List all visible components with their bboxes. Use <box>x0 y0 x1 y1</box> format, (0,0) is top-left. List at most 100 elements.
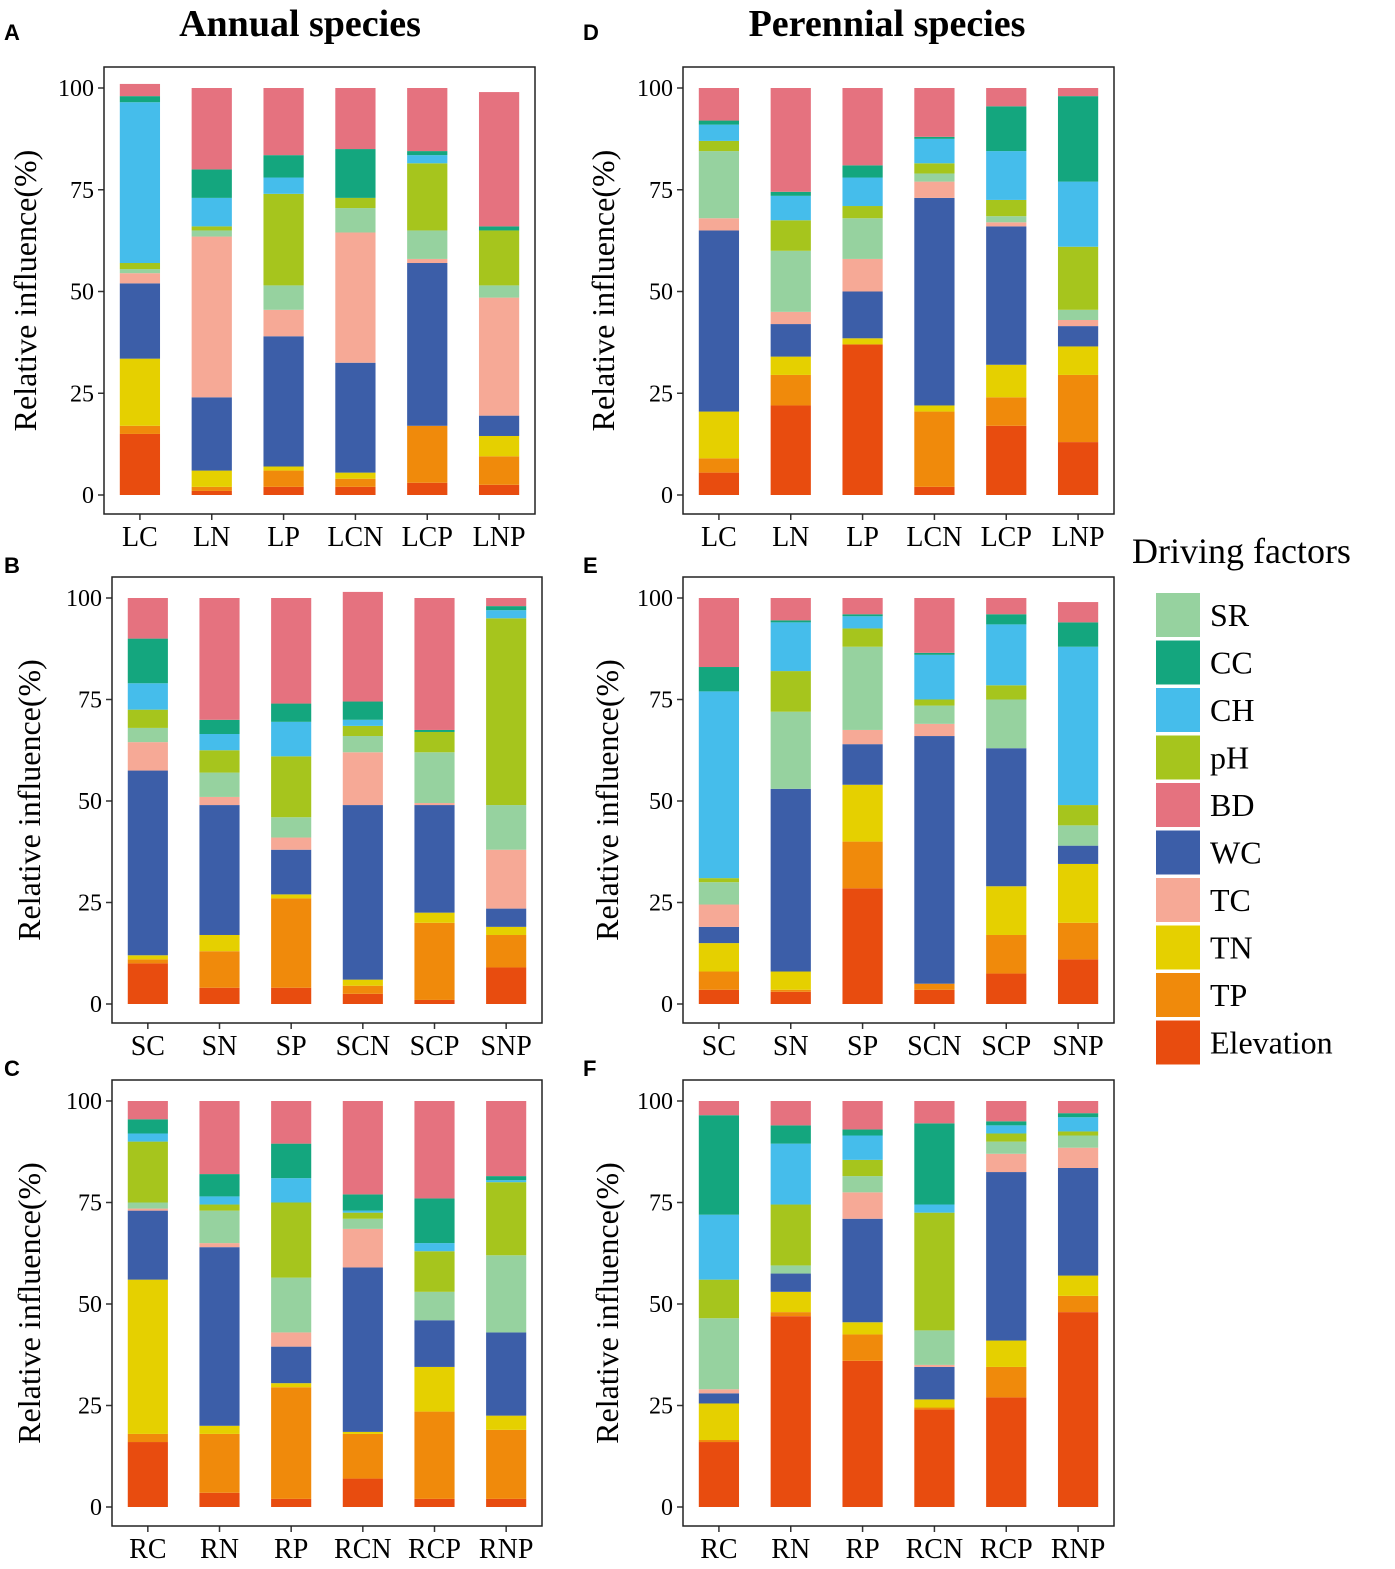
bar-segment-ph <box>1057 246 1099 310</box>
bar-segment-ph <box>191 226 232 231</box>
bar-rcp <box>986 1101 1027 1507</box>
bar-segment-ch <box>199 734 240 751</box>
bar-segment-cc <box>986 614 1027 625</box>
bar-segment-tp <box>199 1433 240 1493</box>
bar-segment-tp <box>127 1433 168 1443</box>
bar-segment-elevation <box>914 989 955 1004</box>
bar-segment-cc <box>119 96 161 103</box>
bar-segment-cc <box>770 620 811 623</box>
y-tick-label: 100 <box>637 586 673 612</box>
bar-segment-ch <box>914 1204 955 1213</box>
bar-segment-bd <box>263 88 304 156</box>
bar-segment-elevation <box>263 486 304 495</box>
bar-segment-cc <box>1057 1113 1099 1118</box>
legend-item-bd: BD <box>1156 783 1254 827</box>
perennial-title: Perennial species <box>749 3 1026 45</box>
legend-label: WC <box>1210 835 1262 871</box>
bar-segment-ph <box>842 628 883 647</box>
bar-segment-cc <box>335 149 376 198</box>
bar-segment-cc <box>414 729 455 732</box>
bar-segment-cc <box>914 136 955 139</box>
bar-segment-tp <box>414 1411 455 1499</box>
x-tick-label: SCP <box>410 1031 460 1062</box>
legend-item-ch: CH <box>1156 688 1254 732</box>
bar-segment-wc <box>478 415 520 436</box>
bar-segment-tc <box>842 729 883 745</box>
legend-item-cc: CC <box>1156 640 1253 685</box>
x-tick-label: RP <box>274 1534 308 1565</box>
y-axis-label: Relative influence(%) <box>7 150 43 432</box>
panel-b: B Relative influence(%) 0 25 50 75 100 SC SN SP SC… <box>4 553 543 1062</box>
bar-scn <box>914 598 955 1004</box>
bar-segment-cc <box>271 1143 312 1179</box>
y-tick-label: 25 <box>649 381 673 407</box>
legend-swatch <box>1156 783 1200 827</box>
bar-segment-tp <box>1057 374 1099 443</box>
bar-segment-ph <box>271 1202 312 1278</box>
bar-segment-tc <box>342 752 383 806</box>
bar-segment-cc <box>770 191 811 196</box>
bar-segment-tp <box>770 989 811 992</box>
bar-segment-ch <box>986 151 1027 200</box>
bar-segment-sr <box>698 882 740 905</box>
bar-segment-tc <box>698 1389 740 1394</box>
bar-segment-bd <box>199 598 240 720</box>
bar-segment-tn <box>119 358 161 426</box>
bar-segment-tn <box>127 955 168 960</box>
bar-segment-bd <box>407 88 448 152</box>
bar-segment-wc <box>127 770 168 956</box>
bar-lcn <box>914 88 955 495</box>
bar-segment-tc <box>486 849 527 909</box>
bar-segment-tp <box>271 898 312 988</box>
bar-segment-wc <box>698 926 740 944</box>
bar-segment-tp <box>770 374 811 406</box>
bar-segment-bd <box>986 88 1027 107</box>
bar-segment-wc <box>1057 845 1099 864</box>
legend-swatch <box>1156 925 1200 970</box>
bar-segment-cc <box>770 1125 811 1144</box>
bar-segment-ch <box>486 1180 527 1183</box>
x-tick-label: SC <box>131 1031 165 1062</box>
bar-segment-bd <box>914 1101 955 1124</box>
x-tick-label: SP <box>847 1031 878 1062</box>
bar-segment-tc <box>914 1364 955 1367</box>
y-tick-label: 75 <box>649 688 673 714</box>
bar-segment-sr <box>414 1291 455 1321</box>
bar-segment-ph <box>263 193 304 286</box>
bar-segment-tn <box>842 1322 883 1335</box>
bar-segment-sr <box>199 772 240 797</box>
x-tick-label: LCN <box>906 522 962 553</box>
bar-segment-elevation <box>770 991 811 1004</box>
bar-rn <box>770 1101 811 1507</box>
x-tick-label: SCP <box>981 1031 1031 1062</box>
panel-letter-f: F <box>583 1056 596 1081</box>
bar-segment-bd <box>414 1101 455 1199</box>
bar-segment-elevation <box>119 433 161 495</box>
legend-label: TP <box>1210 977 1247 1013</box>
bar-scp <box>414 598 455 1004</box>
bar-rcn <box>342 1101 383 1507</box>
bar-segment-tc <box>119 273 161 284</box>
bar-segment-elevation <box>914 1409 955 1507</box>
bar-segment-ph <box>407 163 448 231</box>
bar-segment-ph <box>770 220 811 251</box>
bar-segment-tn <box>199 934 240 952</box>
bar-segment-sr <box>842 646 883 730</box>
bar-segment-wc <box>199 805 240 935</box>
bar-segment-tn <box>342 1431 383 1434</box>
bar-segment-tn <box>770 971 811 990</box>
legend-swatch <box>1156 973 1200 1017</box>
bar-segment-ch <box>986 1125 1027 1134</box>
y-tick-label: 0 <box>661 992 673 1018</box>
bar-segment-wc <box>842 291 883 339</box>
bar-segment-bd <box>486 1101 527 1177</box>
bar-segment-wc <box>119 283 161 359</box>
y-tick-label: 0 <box>90 1495 102 1521</box>
bar-segment-tp <box>1057 1295 1099 1313</box>
legend-title: Driving factors <box>1132 531 1351 571</box>
bar-scp <box>986 598 1027 1004</box>
bar-lnp <box>1057 88 1099 495</box>
y-tick-label: 75 <box>70 178 94 204</box>
bar-segment-ph <box>127 709 168 728</box>
bar-segment-ph <box>1057 805 1099 826</box>
